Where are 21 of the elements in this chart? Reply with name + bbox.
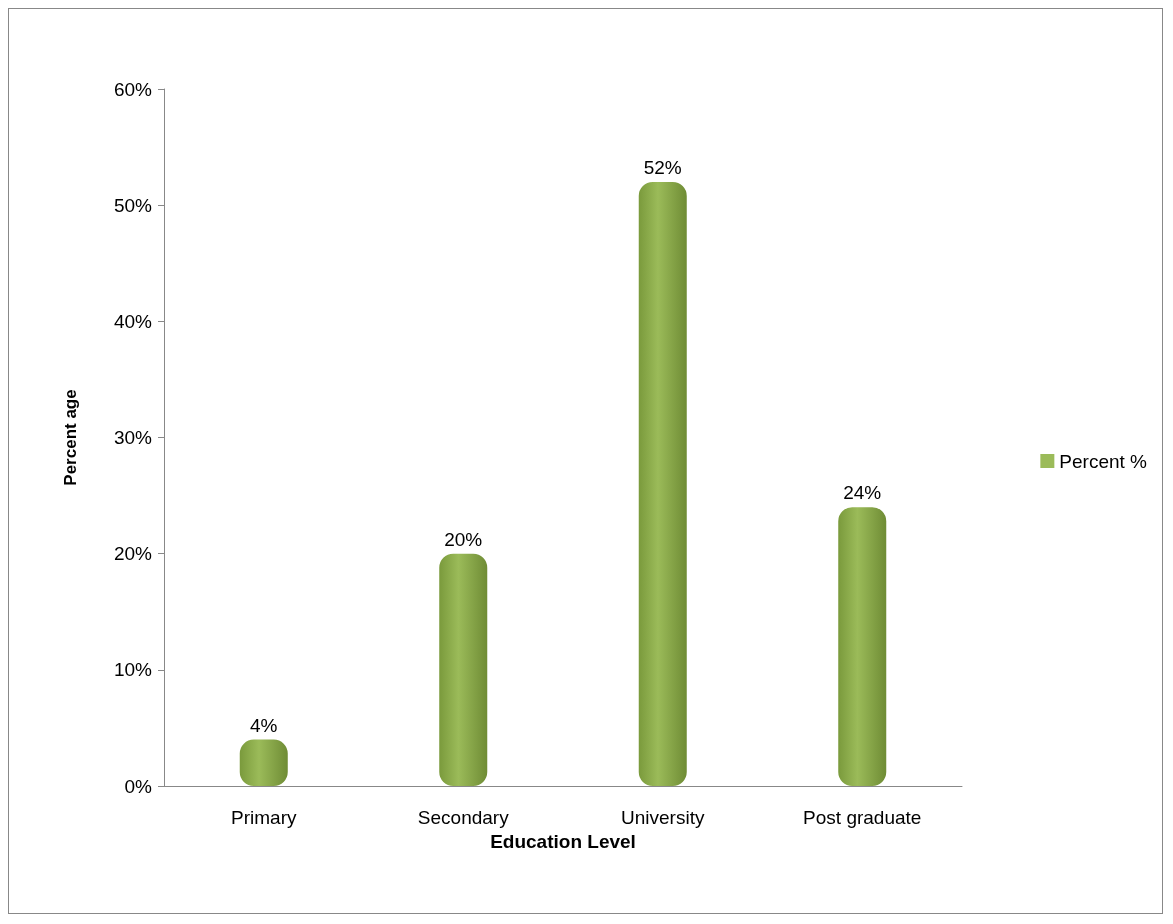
y-tick-label: 50% (113, 194, 153, 216)
bar (439, 553, 488, 786)
x-tick-label: University (621, 807, 705, 828)
data-label: 4% (250, 714, 278, 736)
data-label: 52% (643, 156, 682, 178)
y-tick-label: 0% (124, 775, 153, 797)
x-tick-label: Primary (231, 807, 297, 828)
x-tick-label: Secondary (417, 807, 510, 828)
y-tick-label: 30% (113, 427, 153, 448)
data-label: 20% (444, 528, 483, 550)
y-tick-label: 40% (113, 310, 153, 332)
legend-label: Percent % (1059, 450, 1148, 472)
x-tick-label: Post graduate (803, 807, 922, 828)
data-label: 24% (843, 482, 882, 504)
bar (838, 507, 887, 786)
bar (638, 181, 687, 786)
y-tick-label: 60% (113, 78, 153, 100)
y-tick-label: 20% (113, 543, 153, 565)
y-axis-title: Percent age (61, 389, 80, 486)
y-tick-label: 10% (113, 659, 153, 681)
x-axis-title: Education Level (490, 830, 636, 852)
